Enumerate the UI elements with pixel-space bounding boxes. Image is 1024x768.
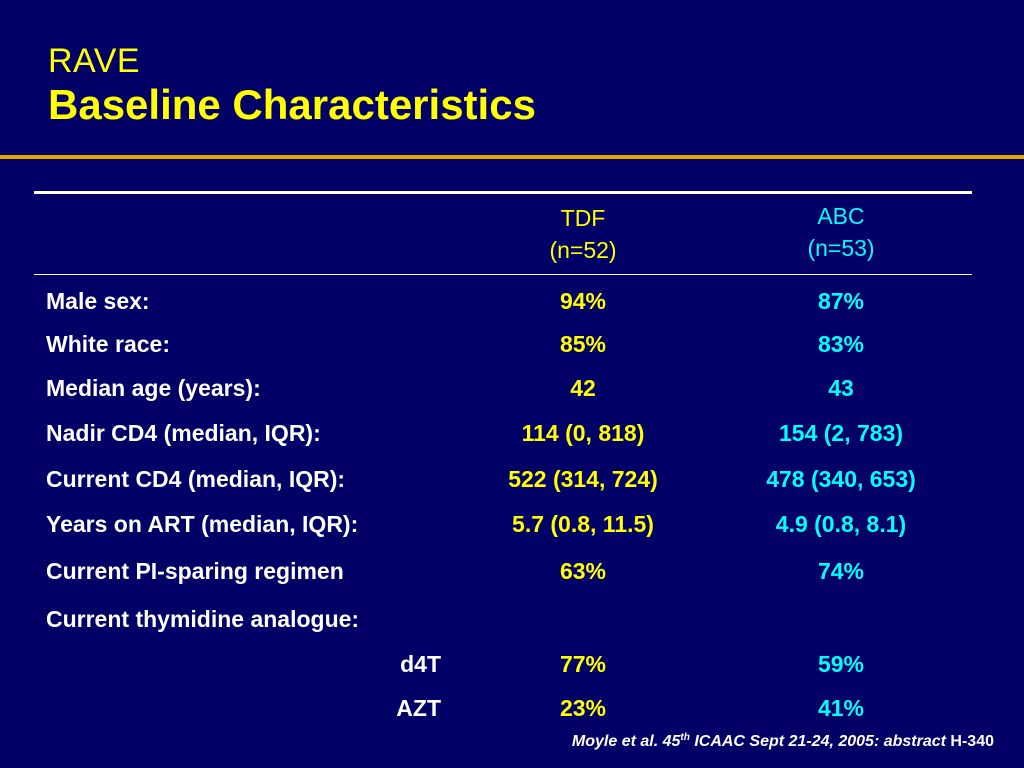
tdf-value: 522 (314, 724): [463, 463, 703, 495]
row-label: White race:: [46, 328, 170, 360]
column-header-abc: ABC (n=53): [731, 200, 951, 264]
table-top-rule: [34, 191, 972, 194]
abc-value: 83%: [721, 328, 961, 360]
table-row: AZT 23% 41%: [0, 692, 1024, 724]
table-row: Years on ART (median, IQR): 5.7 (0.8, 11…: [0, 508, 1024, 540]
row-label: Nadir CD4 (median, IQR):: [46, 417, 321, 449]
citation-text: Moyle et al. 45: [572, 733, 681, 750]
table-row: White race: 85% 83%: [0, 328, 1024, 360]
citation-text-rest: ICAAC Sept 21-24, 2005: abstract: [690, 733, 951, 750]
column-header-abc-n: (n=53): [731, 232, 951, 264]
row-sublabel: d4T: [400, 648, 441, 680]
table-row: Median age (years): 42 43: [0, 372, 1024, 404]
table-row: Current CD4 (median, IQR): 522 (314, 724…: [0, 463, 1024, 495]
slide-title-main: Baseline Characteristics: [48, 80, 536, 130]
row-label: Current CD4 (median, IQR):: [46, 463, 345, 495]
column-header-tdf-name: TDF: [473, 202, 693, 234]
abc-value: 4.9 (0.8, 8.1): [721, 508, 961, 540]
table-header-rule: [34, 274, 972, 275]
row-label: Median age (years):: [46, 372, 261, 404]
column-header-tdf: TDF (n=52): [473, 202, 693, 266]
title-divider: [0, 155, 1024, 159]
column-header-abc-name: ABC: [731, 200, 951, 232]
slide-title-small: RAVE: [48, 42, 536, 80]
table-row: Nadir CD4 (median, IQR): 114 (0, 818) 15…: [0, 417, 1024, 449]
citation-abstract-id: H-340: [950, 733, 994, 750]
row-label: Current thymidine analogue:: [46, 603, 359, 635]
abc-value: 59%: [721, 648, 961, 680]
table-row: d4T 77% 59%: [0, 648, 1024, 680]
row-label: Years on ART (median, IQR):: [46, 508, 358, 540]
abc-value: 478 (340, 653): [721, 463, 961, 495]
tdf-value: 63%: [463, 555, 703, 587]
abc-value: 41%: [721, 692, 961, 724]
abc-value: 87%: [721, 285, 961, 317]
table-row: Current thymidine analogue:: [0, 603, 1024, 635]
citation-ordinal-suffix: th: [680, 732, 689, 743]
table-row: Current PI-sparing regimen 63% 74%: [0, 555, 1024, 587]
row-label: Male sex:: [46, 285, 150, 317]
tdf-value: 114 (0, 818): [463, 417, 703, 449]
tdf-value: 94%: [463, 285, 703, 317]
row-label: Current PI-sparing regimen: [46, 555, 344, 587]
tdf-value: 5.7 (0.8, 11.5): [463, 508, 703, 540]
column-header-tdf-n: (n=52): [473, 234, 693, 266]
table-row: Male sex: 94% 87%: [0, 285, 1024, 317]
abc-value: 43: [721, 372, 961, 404]
tdf-value: 23%: [463, 692, 703, 724]
tdf-value: 85%: [463, 328, 703, 360]
slide-title-block: RAVE Baseline Characteristics: [48, 42, 536, 130]
abc-value: 154 (2, 783): [721, 417, 961, 449]
tdf-value: 77%: [463, 648, 703, 680]
tdf-value: 42: [463, 372, 703, 404]
citation: Moyle et al. 45th ICAAC Sept 21-24, 2005…: [572, 732, 994, 751]
abc-value: 74%: [721, 555, 961, 587]
row-sublabel: AZT: [396, 692, 441, 724]
